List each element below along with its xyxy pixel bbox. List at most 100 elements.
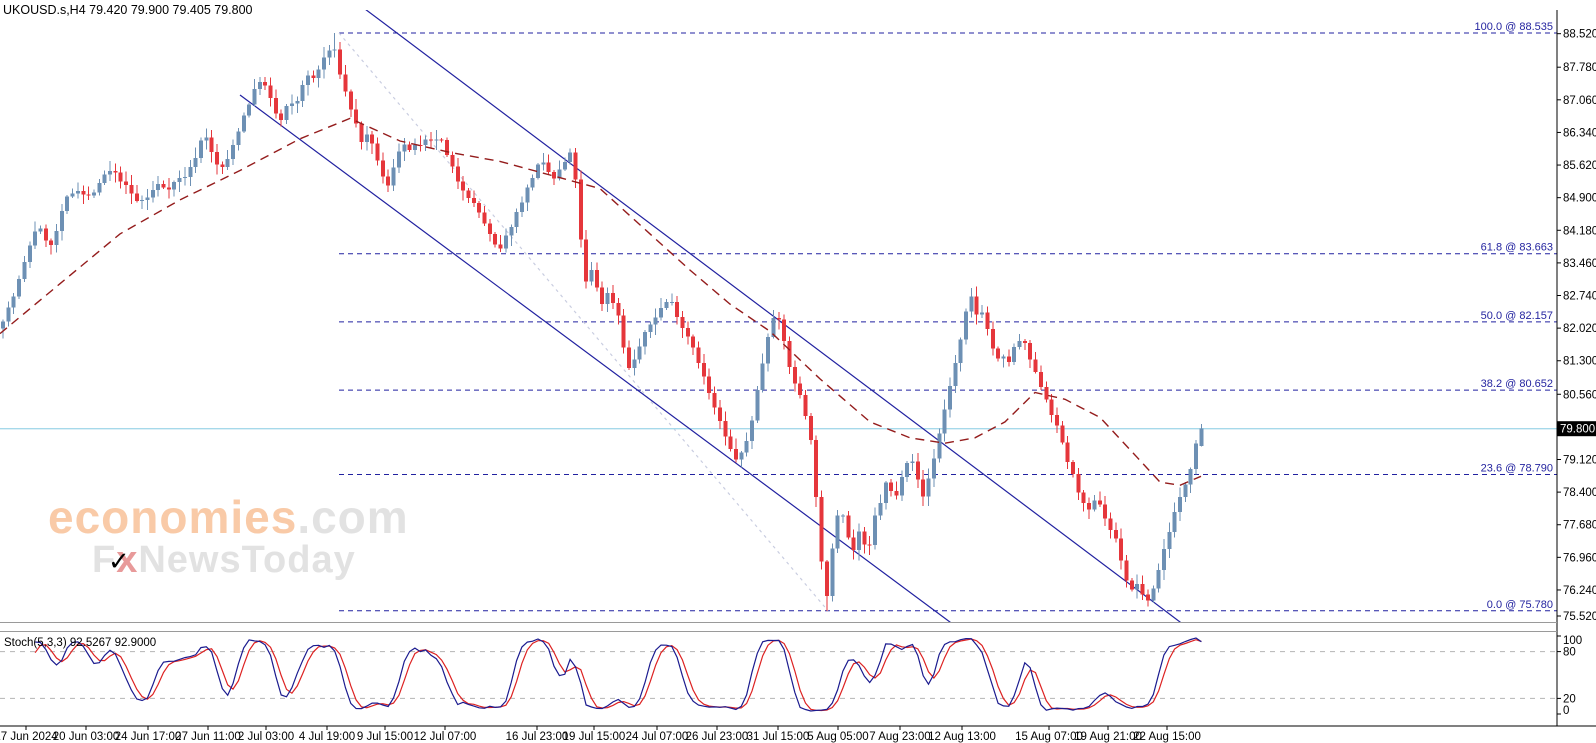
bear-candle [733,448,738,460]
stoch-signal-line [34,638,1202,712]
bear-candle [594,269,599,288]
bull-candle [744,441,749,453]
bull-candle [931,458,936,479]
price-axis[interactable]: 88.520 87.780 87.060 86.340 85.620 84.900 84.1… [1557,29,1596,717]
bull-candle [760,363,765,391]
bull-candle [423,139,428,146]
bear-candle [348,91,353,110]
watermark-subbrand: FxNewsToday [92,539,356,581]
bear-candle [707,376,712,394]
bull-candle [899,476,904,496]
bear-candle [1076,474,1081,493]
bull-candle [177,178,182,182]
price-axis-label: 79.120 [1563,454,1596,466]
bull-candle [1172,512,1177,533]
bear-candle [1033,359,1038,373]
bull-candle [942,409,947,434]
price-axis-label: 81.300 [1563,356,1596,368]
chart-axes[interactable] [0,10,1596,727]
bull-candle [1017,340,1022,347]
current-price-value: 79.800 [1560,424,1595,436]
bear-candle [1129,580,1134,590]
time-axis-label: 27 Jun 11:00 [175,731,241,743]
bear-candle [814,440,819,498]
bear-candle [691,336,696,348]
bull-candle [247,104,252,116]
bull-candle [316,69,321,79]
bear-candle [616,302,621,316]
bear-candle [129,185,134,194]
bear-candle [466,190,471,199]
bear-candle [477,203,482,213]
bear-candle [1087,502,1092,510]
bull-candle [1,321,5,329]
fibonacci-retracement[interactable]: 100.0 @ 88.535 61.8 @ 83.663 50.0 @ 82.157… [338,21,1557,612]
bear-candle [1097,500,1102,505]
bear-candle [675,301,680,318]
time-axis-label: 20 Jun 03:00 [53,731,120,743]
price-axis-label: 87.780 [1563,62,1596,74]
bull-candle [241,115,246,132]
bear-candle [1145,594,1150,601]
bear-candle [552,172,557,179]
bull-candle [305,75,310,86]
time-axis-label: 12 Jul 07:00 [414,731,477,743]
stoch-axis-label: 20 [1563,693,1576,705]
bull-candle [771,317,776,337]
bull-candle [38,228,43,232]
bear-candle [680,317,685,328]
watermark-brand: economies.com [48,491,409,543]
watermark: economies.com FxNewsToday ✓ [48,491,409,581]
bear-candle [81,190,86,195]
price-axis-label: 76.960 [1563,552,1596,564]
bear-candle [621,315,626,348]
bull-candle [17,278,22,297]
bull-candle [102,174,107,184]
price-axis-label: 84.900 [1563,193,1596,205]
bull-candle [145,197,150,200]
bull-candle [193,157,198,168]
bear-candle [600,287,605,305]
bear-candle [49,240,54,245]
bear-candle [113,170,118,173]
bull-candle [947,385,952,410]
bear-candle [712,393,717,408]
bear-candle [717,407,722,421]
trendline[interactable] [353,0,1188,628]
bull-candle [1001,356,1006,359]
bull-candle [1194,443,1199,470]
bear-candle [455,166,460,182]
price-axis-label: 82.740 [1563,291,1596,303]
bull-candle [1092,500,1097,510]
bull-candle [1199,428,1204,446]
bear-candle [450,155,455,167]
bear-candle [375,143,380,161]
fib-level-label: 61.8 @ 83.663 [1481,242,1553,254]
time-axis-label: 4 Jul 19:00 [299,731,355,743]
bull-candle [632,359,637,368]
bull-candle [1156,569,1161,589]
bull-candle [926,478,931,497]
bear-candle [584,239,589,282]
bear-candle [578,179,583,240]
bull-candle [964,311,968,340]
bull-candle [396,151,401,168]
bull-candle [1183,484,1188,498]
bear-candle [220,164,225,168]
bull-candle [150,189,155,198]
bull-candle [412,144,417,150]
bear-candle [1108,518,1113,530]
bear-candle [1006,356,1011,363]
bear-candle [626,347,631,368]
bull-candle [1178,497,1182,513]
bear-candle [894,490,899,496]
bear-candle [728,436,733,449]
bear-candle [407,144,412,150]
stochastic-label: Stoch(5,3,3) 92.5267 92.9000 [4,637,156,649]
bear-candle [776,317,781,320]
bull-candle [434,139,439,141]
bull-candle [643,332,647,347]
